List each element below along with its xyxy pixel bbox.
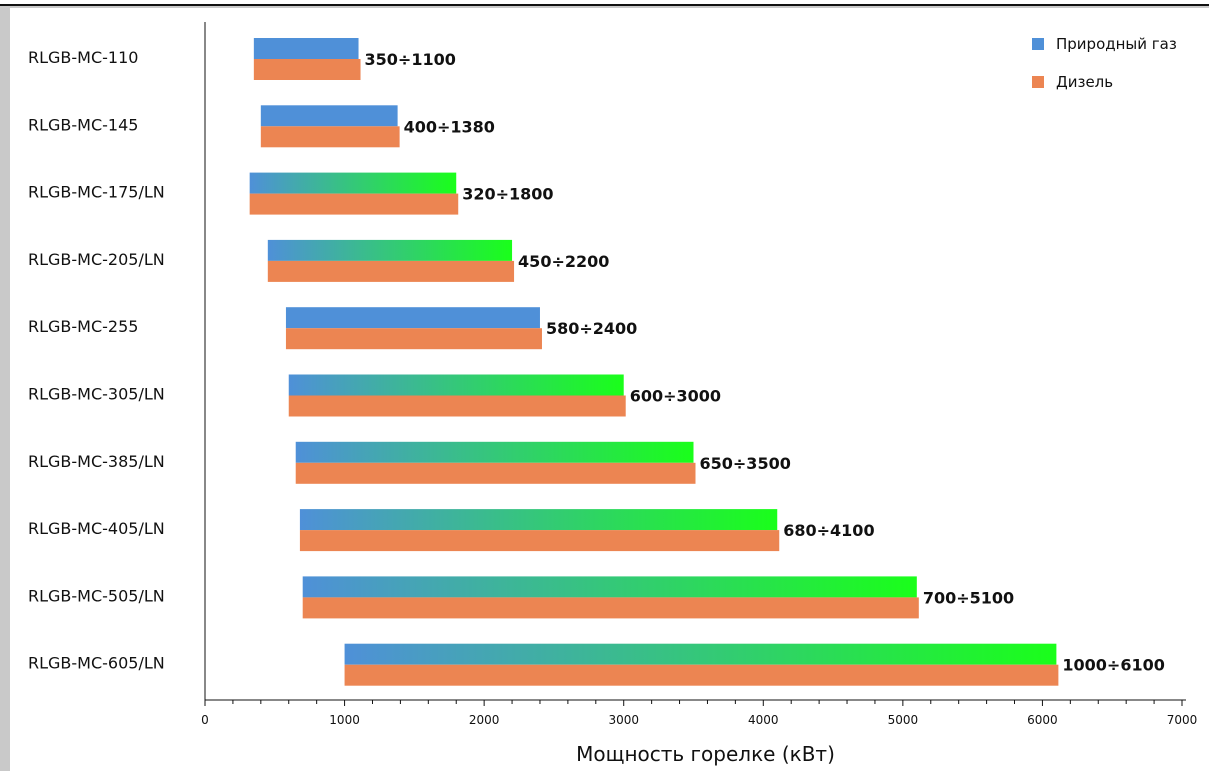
bar-natural-gas bbox=[288, 374, 624, 396]
bar-natural-gas bbox=[295, 441, 694, 463]
legend-label: Дизель bbox=[1056, 73, 1113, 91]
top-rule bbox=[0, 0, 1209, 6]
bar-diesel bbox=[285, 328, 542, 350]
range-label: 350÷1100 bbox=[365, 50, 456, 69]
x-tick-label: 4000 bbox=[748, 713, 779, 727]
bar-diesel bbox=[295, 462, 696, 484]
chart-svg: 0 1000 2000 3000 4000 5000 6000 7000 Мощность го… bbox=[28, 22, 1197, 766]
legend-label: Природный газ bbox=[1056, 35, 1177, 53]
category-label: RLGB-MC-205/LN bbox=[28, 250, 165, 269]
bar-natural-gas bbox=[299, 509, 778, 531]
x-tick-label: 1000 bbox=[329, 713, 360, 727]
category-label: RLGB-MC-110 bbox=[28, 48, 138, 67]
category-label: RLGB-MC-405/LN bbox=[28, 519, 165, 538]
category-label: RLGB-MC-605/LN bbox=[28, 654, 165, 673]
bar-natural-gas bbox=[260, 105, 398, 127]
x-tick-label: 3000 bbox=[608, 713, 639, 727]
category-label: RLGB-MC-255 bbox=[28, 317, 138, 336]
bar-diesel bbox=[249, 193, 459, 215]
x-tick-label: 0 bbox=[201, 713, 209, 727]
category-label: RLGB-MC-305/LN bbox=[28, 385, 165, 404]
bar-diesel bbox=[344, 664, 1059, 686]
bar-natural-gas bbox=[249, 172, 457, 194]
range-label: 1000÷6100 bbox=[1062, 656, 1164, 675]
bar-diesel bbox=[302, 597, 919, 619]
bar-natural-gas bbox=[285, 307, 540, 329]
bar-natural-gas bbox=[253, 38, 359, 59]
x-axis-title: Мощность горелке (кВт) bbox=[576, 742, 835, 766]
bar-diesel bbox=[299, 530, 780, 552]
legend-swatch bbox=[1032, 76, 1044, 88]
x-tick-label: 7000 bbox=[1167, 713, 1198, 727]
chart-panel: 0 1000 2000 3000 4000 5000 6000 7000 Мощность го… bbox=[10, 8, 1209, 771]
category-label: RLGB-MC-145 bbox=[28, 115, 138, 134]
range-label: 680÷4100 bbox=[783, 521, 874, 540]
range-label: 580÷2400 bbox=[546, 319, 637, 338]
x-tick-label: 6000 bbox=[1027, 713, 1058, 727]
legend: Природный газ Дизель bbox=[1032, 35, 1177, 91]
bar-diesel bbox=[288, 395, 626, 417]
labels-group: RLGB-MC-110 350÷1100 RLGB-MC-145 400÷1380 RL… bbox=[28, 48, 1165, 675]
x-tick-label: 5000 bbox=[888, 713, 919, 727]
x-tick-label: 2000 bbox=[469, 713, 500, 727]
range-label: 450÷2200 bbox=[518, 252, 609, 271]
category-label: RLGB-MC-505/LN bbox=[28, 586, 165, 605]
bar-diesel bbox=[253, 59, 361, 80]
range-label: 320÷1800 bbox=[462, 185, 553, 204]
bar-natural-gas bbox=[302, 576, 917, 598]
legend-swatch bbox=[1032, 38, 1044, 50]
bar-natural-gas bbox=[344, 643, 1057, 665]
bar-diesel bbox=[260, 126, 400, 148]
bar-diesel bbox=[267, 260, 515, 282]
range-label: 400÷1380 bbox=[404, 117, 495, 136]
bars-group bbox=[249, 38, 1059, 686]
axes-group: 0 1000 2000 3000 4000 5000 6000 7000 Мощность го… bbox=[201, 22, 1197, 766]
range-label: 650÷3500 bbox=[700, 454, 791, 473]
category-label: RLGB-MC-385/LN bbox=[28, 452, 165, 471]
category-label: RLGB-MC-175/LN bbox=[28, 183, 165, 202]
bar-natural-gas bbox=[267, 239, 513, 261]
range-label: 600÷3000 bbox=[630, 387, 721, 406]
range-label: 700÷5100 bbox=[923, 588, 1014, 607]
